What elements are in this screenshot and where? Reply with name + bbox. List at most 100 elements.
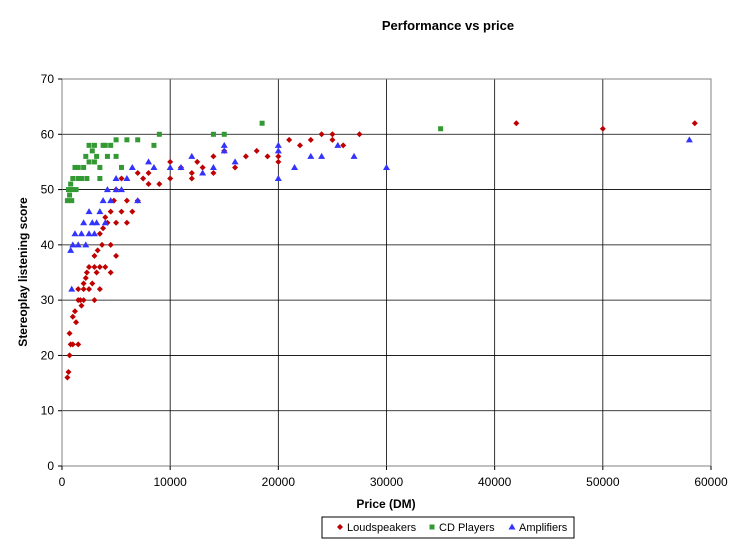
y-tick-label: 10 [41, 404, 55, 418]
legend-marker-cd-players [429, 524, 435, 530]
cd-players-point [113, 153, 119, 159]
amplifiers-point [117, 186, 125, 193]
cd-players-point [84, 176, 90, 182]
loudspeakers-point [91, 297, 98, 304]
cd-players-point [135, 137, 141, 143]
cd-players-point [91, 159, 97, 165]
loudspeakers-point [145, 169, 152, 176]
cd-players-point [94, 153, 100, 159]
cd-players-point [104, 153, 110, 159]
x-tick-label: 30000 [370, 475, 404, 489]
legend-label-amplifiers: Amplifiers [519, 522, 568, 534]
amplifiers-point [274, 175, 282, 182]
loudspeakers-point [107, 241, 114, 248]
x-axis-label: Price (DM) [356, 497, 415, 511]
amplifiers-point [80, 219, 88, 226]
loudspeakers-point [129, 208, 136, 215]
cd-players-point [97, 164, 103, 170]
loudspeakers-point [89, 280, 96, 287]
cd-players-point [75, 164, 81, 170]
loudspeakers-point [65, 369, 72, 376]
legend-label-loudspeakers: Loudspeakers [347, 522, 417, 534]
cd-players-point [438, 126, 444, 132]
loudspeakers-point [691, 120, 698, 127]
loudspeakers-point [188, 169, 195, 176]
loudspeakers-point [242, 153, 249, 160]
loudspeakers-point [66, 330, 73, 337]
legend-marker-amplifiers [508, 523, 516, 530]
amplifiers-point [85, 230, 93, 237]
amplifiers-point [112, 175, 120, 182]
loudspeakers-point [100, 225, 107, 232]
x-tick-label: 40000 [478, 475, 512, 489]
loudspeakers-point [102, 214, 109, 221]
legend: Loudspeakers CD Players Amplifiers [321, 516, 575, 539]
y-tick-label: 30 [41, 293, 55, 307]
amplifiers-point [68, 285, 76, 292]
amplifiers-point [96, 208, 104, 215]
loudspeakers-point [69, 313, 76, 320]
loudspeakers-point [99, 241, 106, 248]
cd-players-point [64, 198, 70, 204]
loudspeakers-point [64, 374, 71, 381]
loudspeakers-point [71, 308, 78, 315]
loudspeakers-point [73, 319, 80, 326]
loudspeakers-point [75, 341, 82, 348]
loudspeakers-point [188, 175, 195, 182]
loudspeakers-point [318, 131, 325, 138]
amplifiers-point [350, 152, 358, 159]
y-axis-label: Stereoplay listening score [16, 197, 30, 347]
cd-players-point [108, 142, 114, 148]
loudspeakers-point [118, 175, 125, 182]
loudspeakers-point [69, 341, 76, 348]
cd-players-point [113, 137, 119, 143]
loudspeakers-point [296, 142, 303, 149]
cd-players-point [97, 176, 103, 182]
loudspeakers-point [86, 286, 93, 293]
amplifiers-point [69, 241, 77, 248]
amplifiers-point [334, 141, 342, 148]
amplifiers-point [67, 246, 75, 253]
amplifiers-point [220, 141, 228, 148]
loudspeakers-point [107, 269, 114, 276]
loudspeakers-point [96, 286, 103, 293]
loudspeakers-point [210, 153, 217, 160]
cd-players-point [69, 198, 75, 204]
loudspeakers-point [83, 269, 90, 276]
loudspeakers-point [113, 219, 120, 226]
loudspeakers-point [77, 297, 84, 304]
amplifiers-point [383, 163, 390, 170]
amplifiers-point [291, 163, 299, 170]
loudspeakers-point [96, 263, 103, 270]
y-tick-label: 70 [41, 72, 55, 86]
y-tick-label: 20 [41, 348, 55, 362]
x-tick-label: 10000 [153, 475, 187, 489]
loudspeakers-point [91, 263, 98, 270]
chart-title: Performance vs price [382, 18, 514, 33]
y-tick-label: 60 [41, 127, 55, 141]
amplifiers-point [188, 152, 196, 159]
loudspeakers-point [140, 175, 147, 182]
x-tick-label: 20000 [262, 475, 296, 489]
amplifiers-point [150, 163, 158, 170]
amplifiers-point [112, 186, 120, 193]
cd-players-point [221, 131, 227, 137]
loudspeakers-point [123, 197, 130, 204]
amplifiers-point [307, 152, 315, 159]
amplifiers-point [166, 163, 174, 170]
amplifiers-point [107, 197, 115, 204]
amplifiers-point [231, 158, 239, 165]
loudspeakers-point [275, 158, 282, 165]
cd-players-point [65, 187, 71, 193]
amplifiers-point [123, 175, 131, 182]
loudspeakers-point [513, 120, 520, 127]
y-tick-label: 50 [41, 183, 55, 197]
loudspeakers-point [156, 181, 163, 188]
amplifiers-point [99, 197, 107, 204]
loudspeakers-point [66, 352, 73, 359]
amplifiers-point [134, 197, 142, 204]
loudspeakers-point [134, 169, 141, 176]
x-tick-label: 0 [59, 475, 66, 489]
loudspeakers-point [102, 263, 109, 270]
